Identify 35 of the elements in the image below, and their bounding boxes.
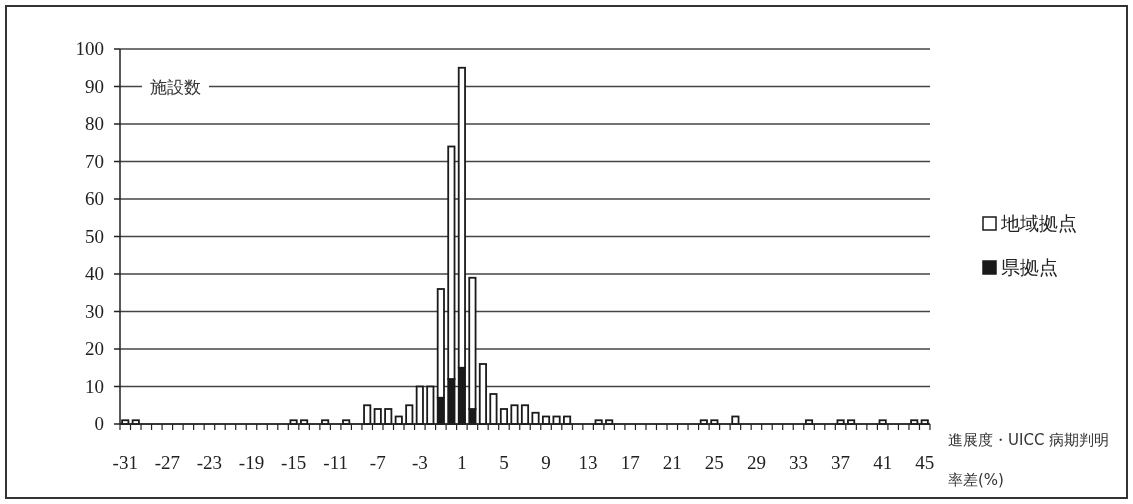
x-tick-label: 13 [578,452,598,473]
legend-label: 地域拠点 [1000,212,1077,234]
x-tick-label: 45 [915,452,935,473]
y-tick-label: 40 [85,263,104,284]
x-tick-label: 5 [499,452,509,473]
y-axis-title: 施設数 [150,76,201,97]
x-tick-label: -23 [196,452,223,473]
x-tick-label: 21 [662,452,682,473]
y-tick-label: 90 [85,75,104,97]
x-tick-label: 9 [541,452,551,473]
y-tick-label: 10 [85,375,104,397]
x-tick-label: -7 [369,452,386,473]
y-tick-label: 20 [85,338,104,359]
y-tick-label: 80 [85,113,104,134]
x-tick-label: 1 [457,452,467,473]
x-tick-label: -19 [238,452,265,473]
y-tick-label: 100 [75,38,104,59]
y-tick-label: 70 [85,150,104,172]
x-tick-label: 25 [704,452,724,473]
x-tick-label: 41 [873,452,893,473]
y-tick-label: 60 [85,188,104,209]
y-tick-label: 30 [85,300,104,322]
x-tick-label: -15 [280,452,307,473]
x-tick-label: 37 [831,452,851,473]
y-tick-label: 0 [94,413,104,434]
x-tick-label: -11 [323,452,348,473]
x-tick-label: -3 [411,452,428,473]
x-tick-label: 17 [620,452,640,473]
y-tick-label: 50 [85,225,104,247]
x-tick-label: -27 [154,452,180,473]
legend-label: 県拠点 [1001,256,1058,278]
x-tick-label: 33 [789,452,809,473]
x-tick-label: -31 [112,452,138,473]
text: 進展度・UICC 病期判明率差(%) [948,431,1110,489]
x-tick-label: 29 [746,452,766,473]
